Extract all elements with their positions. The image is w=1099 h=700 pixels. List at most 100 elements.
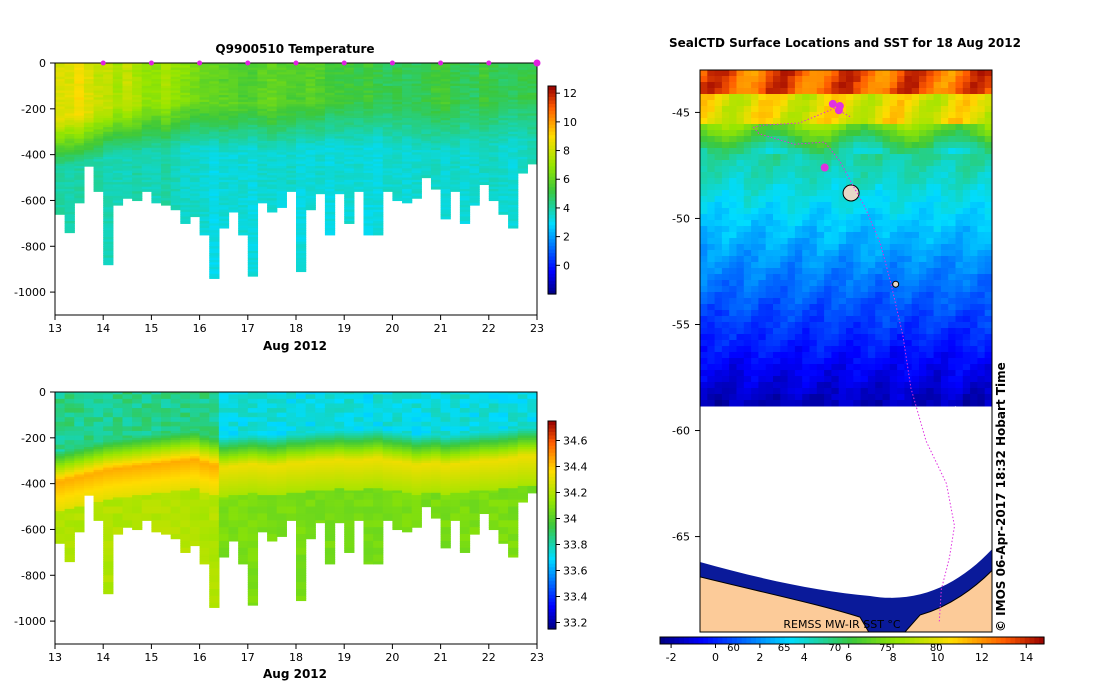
colorbar-segment (548, 106, 556, 111)
data-cell (141, 513, 152, 517)
data-cell (238, 474, 249, 478)
data-cell (112, 433, 124, 437)
data-cell (315, 156, 326, 160)
data-cell (180, 497, 191, 501)
data-cell (363, 163, 374, 167)
data-cell (315, 147, 326, 151)
data-cell (257, 469, 268, 473)
data-cell (469, 161, 480, 165)
data-cell (276, 472, 287, 476)
data-cell (122, 469, 133, 473)
x-tick-label: 21 (434, 322, 448, 335)
data-cell (161, 97, 172, 101)
data-cell (209, 205, 220, 208)
data-cell (170, 193, 181, 197)
data-cell (170, 485, 181, 489)
data-cell (286, 405, 297, 409)
data-cell (55, 138, 66, 142)
data-cell (180, 440, 191, 443)
data-cell (64, 492, 75, 496)
data-cell (189, 189, 201, 192)
data-cell (498, 108, 509, 112)
data-cell (315, 129, 326, 133)
data-cell (286, 140, 297, 144)
data-cell (93, 394, 104, 398)
data-cell (527, 131, 537, 135)
data-cell (498, 186, 509, 190)
data-cell (430, 152, 442, 156)
data-cell (209, 134, 220, 137)
data-cell (382, 168, 393, 172)
data-cell (257, 485, 268, 489)
data-cell (103, 198, 114, 202)
data-cell (161, 136, 172, 140)
data-cell (228, 202, 239, 206)
data-cell (257, 184, 268, 188)
data-cell (286, 147, 297, 151)
data-cell (228, 472, 239, 476)
data-cell (122, 403, 133, 407)
data-cell (170, 529, 181, 533)
data-cell (228, 449, 239, 453)
data-cell (64, 202, 75, 206)
data-cell (199, 154, 210, 158)
data-cell (411, 120, 422, 124)
data-cell (392, 198, 403, 202)
data-cell (64, 536, 75, 540)
data-cell (218, 398, 230, 402)
data-cell (392, 63, 403, 66)
data-cell (508, 223, 519, 227)
data-cell (161, 163, 172, 167)
data-cell (373, 124, 384, 128)
data-cell (498, 147, 509, 151)
data-cell (286, 111, 297, 114)
data-cell (74, 483, 85, 487)
data-cell (93, 485, 104, 489)
data-cell (112, 527, 124, 531)
data-cell (132, 483, 143, 487)
data-cell (267, 451, 278, 455)
data-cell (450, 140, 461, 144)
data-cell (402, 131, 413, 135)
data-cell (74, 179, 85, 183)
data-cell (334, 104, 345, 108)
data-cell (74, 83, 85, 87)
data-cell (122, 424, 133, 427)
data-cell (373, 230, 384, 234)
data-cell (199, 534, 210, 537)
data-cell (161, 147, 172, 151)
data-cell (305, 202, 316, 206)
data-cell (508, 225, 519, 229)
data-cell (402, 90, 413, 94)
data-cell (238, 543, 249, 547)
data-cell (296, 255, 307, 259)
data-cell (218, 410, 230, 414)
data-cell (189, 207, 201, 211)
data-cell (373, 232, 384, 236)
data-cell (488, 156, 500, 160)
data-cell (247, 414, 259, 418)
data-cell (64, 433, 75, 437)
data-cell (315, 159, 326, 163)
data-cell (64, 145, 75, 149)
data-cell (238, 419, 249, 423)
data-cell (170, 186, 181, 190)
data-cell (74, 156, 85, 160)
data-cell (93, 479, 104, 482)
data-cell (296, 99, 307, 103)
data-cell (363, 76, 374, 80)
data-cell (141, 186, 152, 190)
data-cell (209, 276, 220, 279)
data-cell (286, 124, 297, 128)
data-cell (218, 511, 230, 515)
data-cell (296, 221, 307, 224)
data-cell (382, 79, 393, 82)
data-cell (83, 154, 95, 158)
data-cell (488, 166, 500, 169)
data-cell (286, 95, 297, 98)
data-cell (527, 92, 537, 96)
data-cell (238, 140, 249, 144)
data-cell (112, 506, 124, 510)
data-cell (112, 191, 124, 195)
